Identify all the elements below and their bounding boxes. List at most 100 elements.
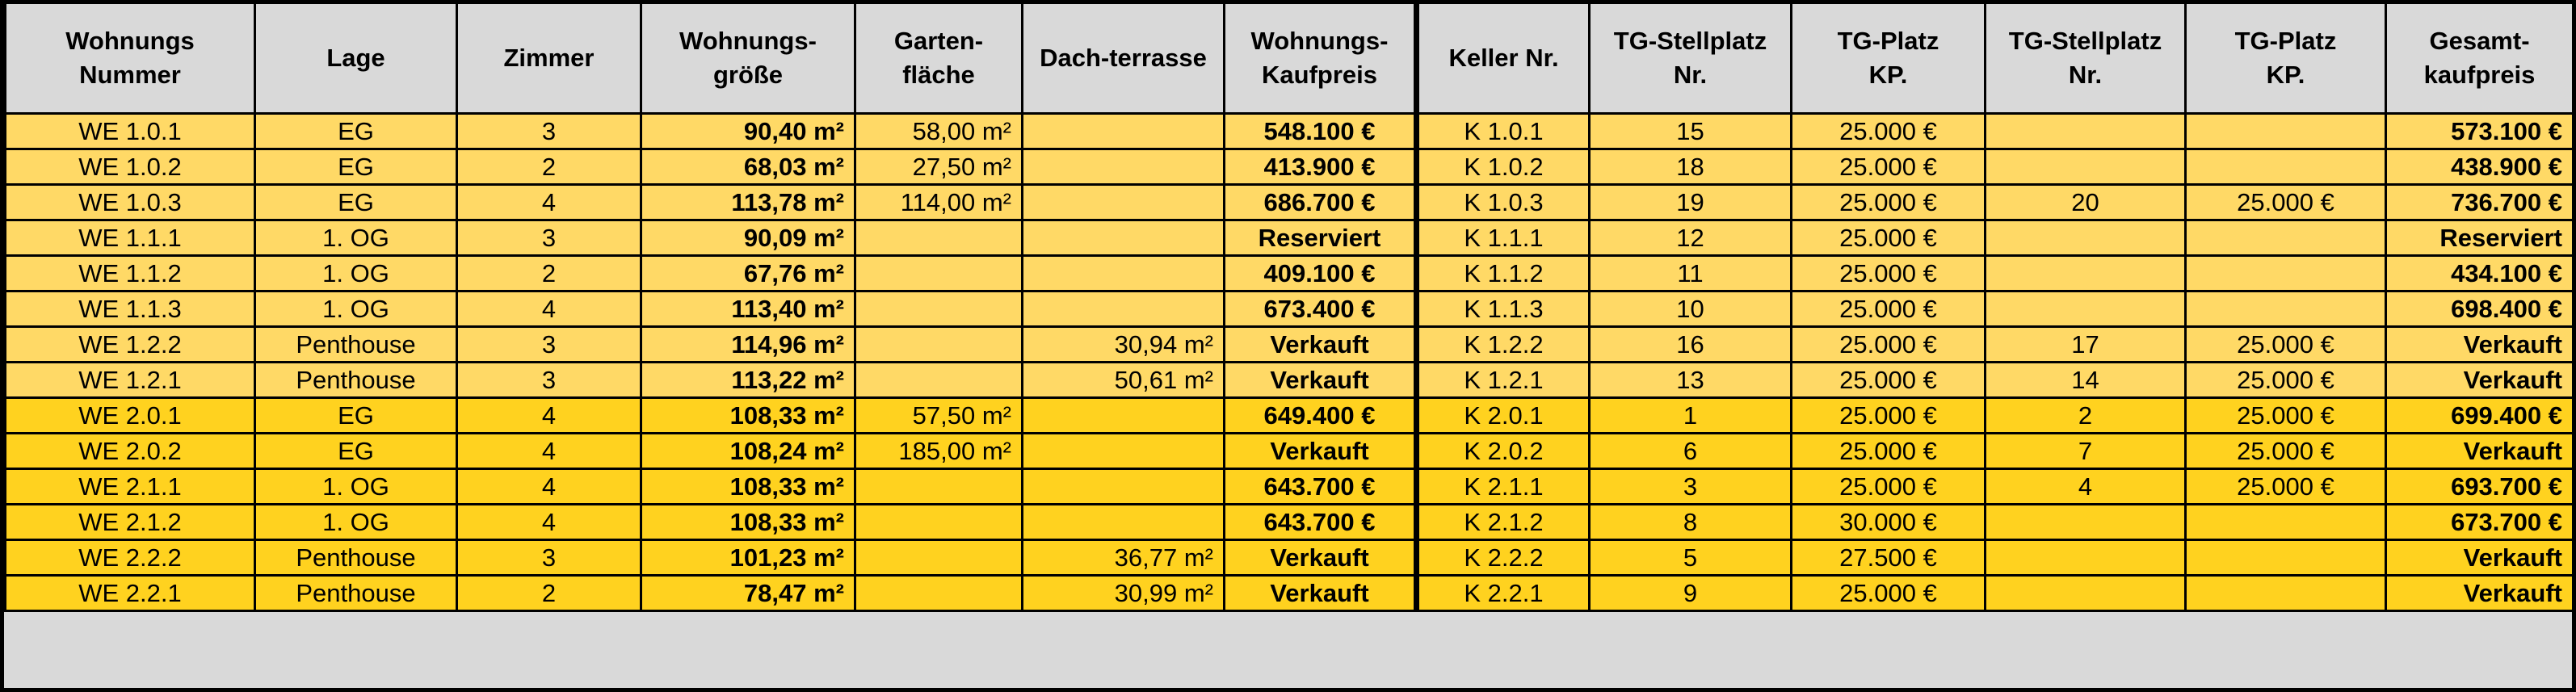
table-cell: 649.400 € <box>1223 396 1419 434</box>
table-cell: 7 <box>1984 432 2187 470</box>
table-cell: 9 <box>1588 574 1792 612</box>
table-cell: WE 2.1.2 <box>4 503 256 541</box>
header-cell: Wohnungs- Kaufpreis <box>1223 4 1419 115</box>
table-cell: WE 1.0.3 <box>4 183 256 221</box>
table-cell: Verkauft <box>2385 325 2572 363</box>
table-cell <box>1021 254 1225 292</box>
table-body: WE 1.0.1 EG 3 90,40 m² 58,00 m² 548.100 € K 1.… <box>4 112 2572 612</box>
table-cell <box>2184 254 2387 292</box>
table-cell: 68,03 m² <box>640 148 856 186</box>
table-cell: 15 <box>1588 112 1792 150</box>
table-cell <box>2184 148 2387 186</box>
table-cell: 1. OG <box>254 468 458 505</box>
table-cell: 57,50 m² <box>854 396 1023 434</box>
table-cell <box>1984 112 2187 150</box>
table-cell <box>1021 290 1225 328</box>
table-cell: WE 2.2.2 <box>4 539 256 577</box>
table-cell: Verkauft <box>1223 361 1419 399</box>
table-cell: Penthouse <box>254 361 458 399</box>
header-line: Nr. <box>2068 61 2103 89</box>
table-cell: 673.400 € <box>1223 290 1419 328</box>
table-cell <box>2184 503 2387 541</box>
table-cell: 699.400 € <box>2385 396 2572 434</box>
table-cell: 114,96 m² <box>640 325 856 363</box>
apartment-table: Wohnungs Nummer Lage Zimmer Wohnungs-größe Ga… <box>4 4 2572 612</box>
table-cell: 3 <box>456 361 642 399</box>
table-cell: 113,78 m² <box>640 183 856 221</box>
table-cell: 113,40 m² <box>640 290 856 328</box>
header-line: Kaufpreis <box>1262 61 1377 89</box>
table-row: WE 2.0.1 EG 4 108,33 m² 57,50 m² 649.400 € K 2… <box>4 396 2572 434</box>
table-cell: 25.000 € <box>2184 468 2387 505</box>
table-cell: 114,00 m² <box>854 183 1023 221</box>
table-cell: Verkauft <box>1223 574 1419 612</box>
table-row: WE 2.2.1 Penthouse 2 78,47 m² 30,99 m² Verkau… <box>4 574 2572 612</box>
table-cell: 4 <box>456 183 642 221</box>
header-line: Zimmer <box>503 44 595 72</box>
header-line: Dach-terrasse <box>1040 44 1207 72</box>
table-cell <box>2184 290 2387 328</box>
table-cell: 108,33 m² <box>640 396 856 434</box>
table-cell: 1. OG <box>254 254 458 292</box>
header-line: Nr. <box>1673 61 1708 89</box>
table-cell: Verkauft <box>1223 325 1419 363</box>
table-cell: 17 <box>1984 325 2187 363</box>
table-cell: 2 <box>456 574 642 612</box>
table-cell: 25.000 € <box>1790 396 1986 434</box>
table-cell: 12 <box>1588 219 1792 257</box>
header-line: Lage <box>326 44 385 72</box>
table-cell: 90,40 m² <box>640 112 856 150</box>
table-cell: 25.000 € <box>1790 183 1986 221</box>
table-cell: 1. OG <box>254 290 458 328</box>
table-cell: 185,00 m² <box>854 432 1023 470</box>
table-cell <box>1021 468 1225 505</box>
table-cell: EG <box>254 112 458 150</box>
table-cell: 20 <box>1984 183 2187 221</box>
table-cell: 58,00 m² <box>854 112 1023 150</box>
header-cell: TG-Platz KP. <box>1790 4 1986 115</box>
table-cell: 27.500 € <box>1790 539 1986 577</box>
table-row: WE 1.1.3 1. OG 4 113,40 m² 673.400 € K 1.1.3 1… <box>4 290 2572 328</box>
table-cell <box>1021 148 1225 186</box>
header-line: Wohnungs- <box>1250 27 1389 55</box>
header-line: KP. <box>1868 61 1908 89</box>
table-cell <box>1984 503 2187 541</box>
table-cell: 30.000 € <box>1790 503 1986 541</box>
table-cell: 1 <box>1588 396 1792 434</box>
header-cell: TG-Stellplatz Nr. <box>1984 4 2187 115</box>
table-cell: Penthouse <box>254 539 458 577</box>
table-cell: 67,76 m² <box>640 254 856 292</box>
table-cell: Verkauft <box>2385 539 2572 577</box>
table-cell: 8 <box>1588 503 1792 541</box>
table-row: WE 1.0.1 EG 3 90,40 m² 58,00 m² 548.100 € K 1.… <box>4 112 2572 150</box>
header-line: TG-Stellplatz <box>2008 27 2162 55</box>
table-cell: EG <box>254 432 458 470</box>
table-cell: 90,09 m² <box>640 219 856 257</box>
table-cell <box>1984 148 2187 186</box>
table-row: WE 1.0.3 EG 4 113,78 m² 114,00 m² 686.700 € K … <box>4 183 2572 221</box>
table-cell: K 2.2.2 <box>1415 539 1591 577</box>
table-cell <box>1021 112 1225 150</box>
table-cell: 4 <box>456 432 642 470</box>
table-cell: EG <box>254 183 458 221</box>
table-cell <box>1984 254 2187 292</box>
table-row: WE 2.0.2 EG 4 108,24 m² 185,00 m² Verkauft K 2… <box>4 432 2572 470</box>
table-cell: WE 1.2.2 <box>4 325 256 363</box>
table-cell: 27,50 m² <box>854 148 1023 186</box>
table-cell: WE 1.1.2 <box>4 254 256 292</box>
table-cell <box>854 574 1023 612</box>
table-cell <box>854 219 1023 257</box>
header-cell: Garten-fläche <box>854 4 1023 115</box>
table-cell: 2 <box>456 148 642 186</box>
table-cell: 2 <box>1984 396 2187 434</box>
table-cell: 4 <box>1984 468 2187 505</box>
header-line: Garten- <box>893 27 984 55</box>
table-cell: K 1.2.1 <box>1415 361 1591 399</box>
table-cell: 4 <box>456 290 642 328</box>
table-cell: WE 1.1.3 <box>4 290 256 328</box>
header-line: KP. <box>2266 61 2305 89</box>
header-cell: Keller Nr. <box>1415 4 1591 115</box>
table-cell: 108,33 m² <box>640 468 856 505</box>
table-cell <box>1021 219 1225 257</box>
table-cell: K 1.1.3 <box>1415 290 1591 328</box>
